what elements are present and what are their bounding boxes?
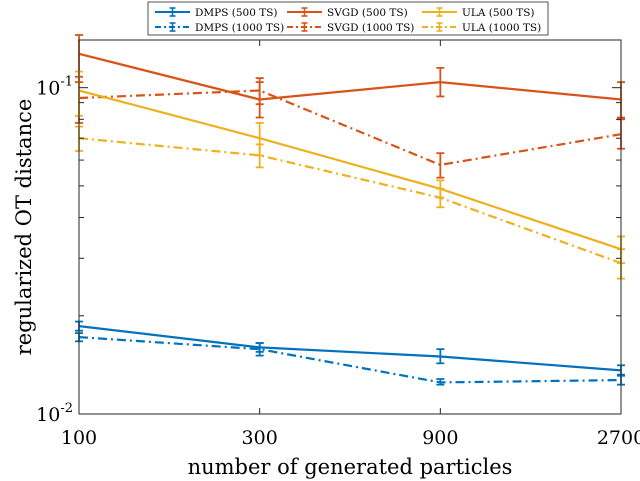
y-tick-label: 10-2 (36, 401, 73, 426)
legend: DMPS (500 TS) SVGD (500 TS) ULA (500 TS) DM… (147, 1, 549, 36)
series-line (78, 137, 622, 265)
series-dmps-1000-ts (75, 332, 625, 386)
legend-label: SVGD (500 TS) (327, 7, 408, 19)
series-line (78, 89, 622, 251)
x-tick-label: 2700 (597, 427, 640, 449)
x-tick-label: 300 (242, 427, 278, 449)
y-tick-label: 10-1 (36, 75, 73, 100)
legend-label: SVGD (1000 TS) (327, 22, 414, 34)
y-axis-label: regularized OT distance (12, 99, 36, 356)
x-axis-label: number of generated particles (188, 455, 513, 479)
tick-layer: 100 300 900 2700 10-2 10-1 (36, 40, 640, 449)
series-layer (75, 34, 625, 386)
series-svgd-500-ts (75, 34, 625, 119)
plot-frame (78, 39, 622, 415)
series-ula-1000-ts (75, 125, 625, 280)
series-line (78, 325, 622, 372)
series-line (78, 52, 622, 101)
legend-box (147, 1, 549, 36)
series-line (78, 336, 622, 384)
legend-label: DMPS (500 TS) (195, 7, 278, 19)
legend-label: ULA (500 TS) (462, 7, 535, 19)
series-line (78, 89, 622, 166)
series-dmps-500-ts (75, 320, 625, 377)
x-tick-label: 900 (422, 427, 458, 449)
x-tick-label: 100 (61, 427, 97, 449)
legend-label: ULA (1000 TS) (462, 22, 541, 34)
legend-label: DMPS (1000 TS) (195, 22, 284, 34)
